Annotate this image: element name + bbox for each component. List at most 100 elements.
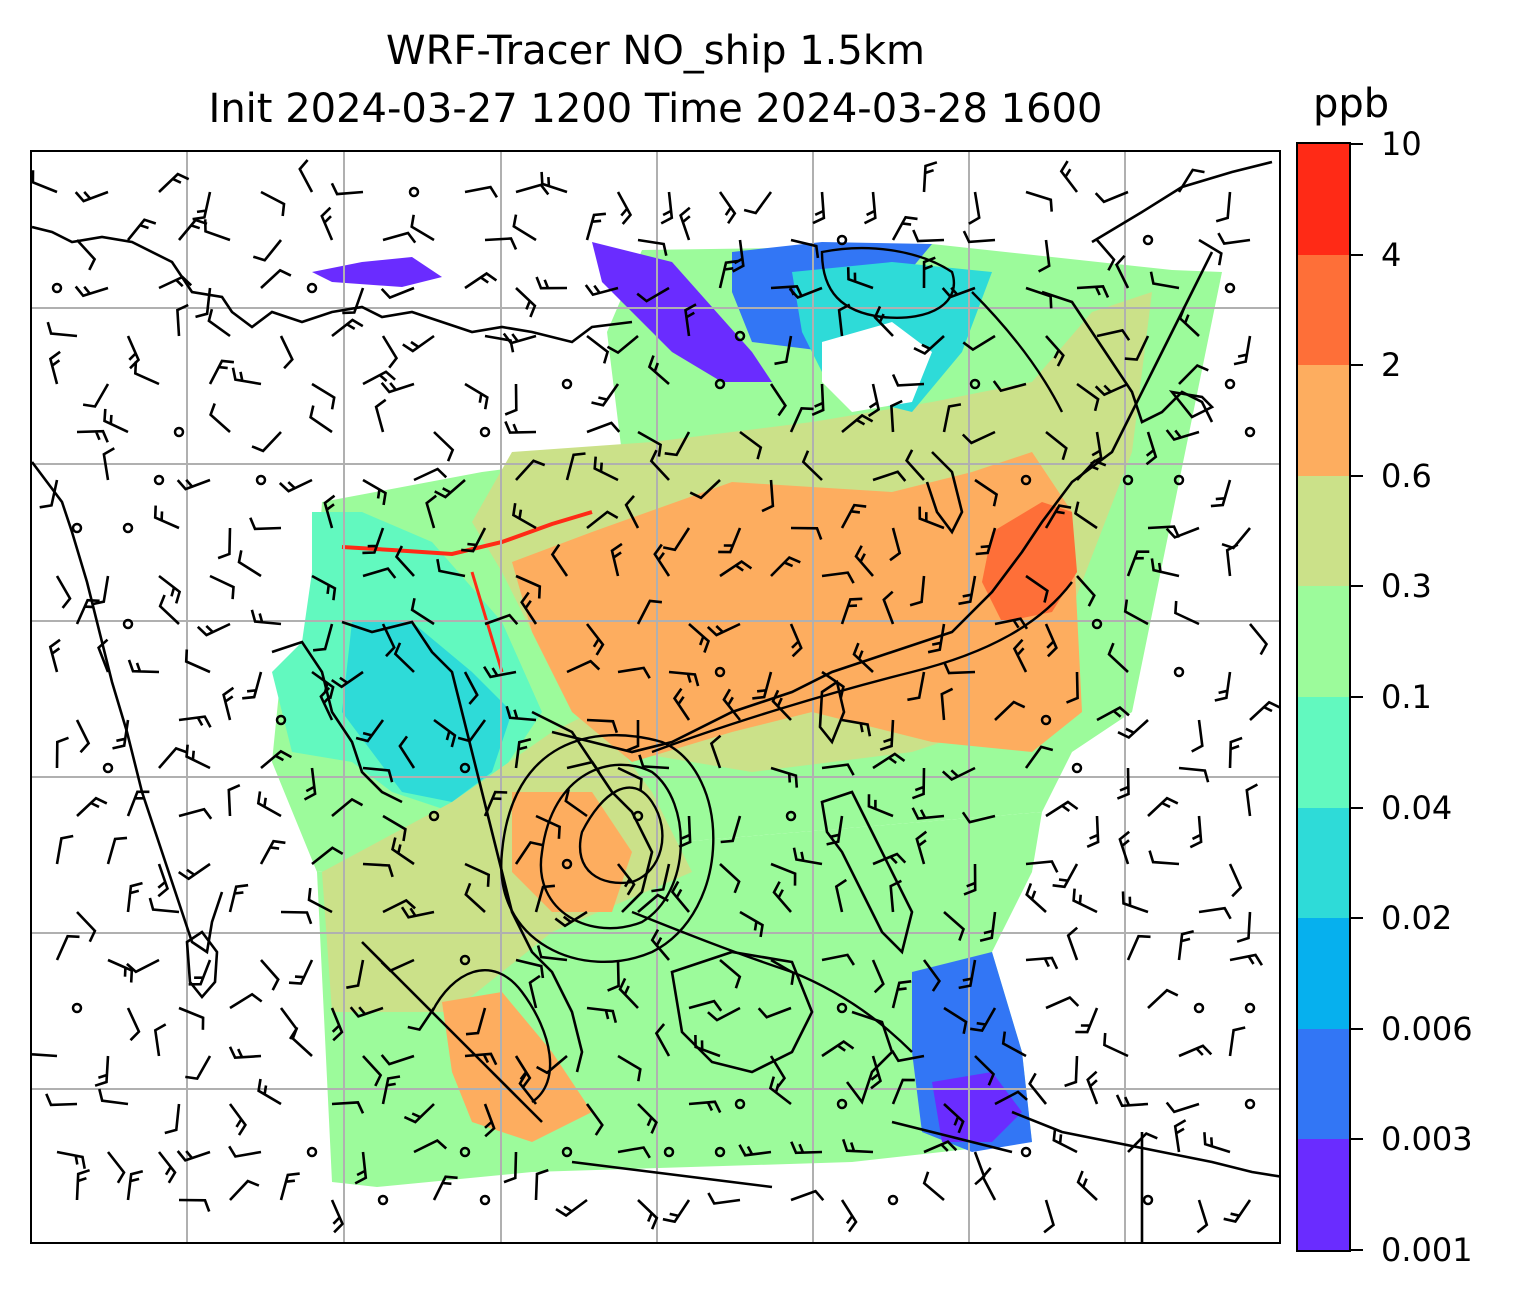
- wind-barb: [872, 752, 906, 770]
- wind-barb: [585, 1103, 604, 1136]
- wind-barb: [464, 382, 489, 410]
- coastline-borneo: [670, 950, 814, 1074]
- wind-barb: [39, 479, 59, 509]
- wind-barb: [188, 959, 212, 986]
- wind-barb: [464, 862, 491, 887]
- wind-barb: [718, 259, 739, 289]
- wind-barb: [840, 503, 867, 529]
- wind-barb: [354, 1151, 368, 1185]
- wind-barb: [678, 815, 692, 848]
- wind-barb: [660, 191, 674, 225]
- wind-barb: [789, 623, 803, 658]
- wind-barb: [107, 958, 134, 983]
- wind-barb: [720, 815, 742, 844]
- wind-barb: [127, 659, 160, 674]
- wind-barb: [739, 430, 763, 460]
- wind-barb: [362, 1055, 383, 1087]
- wind-barb: [586, 510, 619, 530]
- wind-barb: [381, 1075, 401, 1105]
- wind-barb: [624, 495, 640, 529]
- wind-barb: [380, 381, 415, 394]
- wind-barb: [1198, 906, 1232, 920]
- wind-barb: [1150, 558, 1180, 578]
- wind-barb: [184, 649, 211, 674]
- wind-barb: [911, 807, 945, 820]
- wind-barb: [1045, 430, 1068, 461]
- wind-barb: [943, 1103, 965, 1134]
- wind-barb: [1118, 830, 1131, 865]
- wind-barb: [362, 766, 394, 783]
- coastline-india-west: [32, 461, 224, 955]
- wind-barb: [153, 1023, 167, 1057]
- calm-wind-circle: [1244, 1098, 1256, 1110]
- wind-barb: [958, 575, 977, 606]
- wind-barb: [616, 863, 636, 896]
- wind-barb: [1225, 543, 1239, 577]
- calm-wind-circle: [459, 762, 471, 774]
- wind-barb: [593, 456, 619, 482]
- wind-barb: [664, 431, 691, 457]
- wind-barb: [1149, 271, 1180, 290]
- wind-barb: [56, 1150, 86, 1170]
- wind-barb: [280, 910, 313, 925]
- wind-barb: [1191, 719, 1204, 753]
- colorbar-segment: [1298, 917, 1349, 1029]
- wind-barb: [1228, 736, 1243, 769]
- wind-barb: [941, 766, 976, 782]
- colorbar-tick-label: 0.02: [1381, 899, 1453, 938]
- wind-barb: [774, 335, 793, 366]
- colorbar-tick: [1351, 1138, 1363, 1141]
- calm-wind-circle: [377, 1194, 389, 1206]
- calm-wind-circle: [1173, 474, 1185, 486]
- wind-barb: [771, 689, 792, 721]
- wind-barb: [48, 638, 61, 673]
- wind-barb: [882, 590, 895, 625]
- wind-barb: [1177, 168, 1205, 193]
- field-region-mid: [322, 712, 692, 1012]
- calm-wind-circle: [714, 666, 726, 678]
- wind-barb: [958, 959, 977, 990]
- wind-barb: [382, 231, 417, 244]
- wind-barb: [158, 746, 188, 769]
- wind-barb: [707, 1006, 741, 1022]
- wind-barb: [550, 543, 569, 577]
- wind-barb: [231, 367, 262, 386]
- wind-barb: [505, 705, 537, 722]
- wind-barb: [502, 332, 537, 345]
- wind-barb: [1147, 796, 1179, 817]
- wind-barb: [434, 479, 466, 499]
- colorbar-tick: [1351, 474, 1363, 477]
- coastline-ne-islands: [1168, 390, 1215, 419]
- wind-barb: [891, 980, 912, 1009]
- wind-barb: [1076, 575, 1096, 607]
- wind-barb: [867, 383, 881, 418]
- wind-barb: [164, 1103, 181, 1135]
- colorbar-tick: [1351, 806, 1363, 809]
- wind-barb: [311, 574, 337, 601]
- wind-barb: [76, 911, 97, 943]
- wind-barb: [1052, 863, 1079, 889]
- wind-barb: [1228, 863, 1243, 898]
- wind-barb: [298, 159, 314, 193]
- wind-barb: [76, 796, 108, 817]
- wind-barb: [821, 571, 855, 584]
- wind-barb: [534, 884, 556, 913]
- calm-wind-circle: [1020, 1146, 1032, 1158]
- coastline-bay-east: [271, 640, 403, 804]
- wind-barb: [330, 182, 364, 196]
- wind-barb: [942, 403, 962, 433]
- wind-barb: [854, 545, 874, 577]
- wind-barb: [566, 760, 601, 773]
- wind-barb: [610, 542, 623, 577]
- wind-barb: [1147, 525, 1181, 539]
- field-region-nw-purple: [312, 257, 442, 287]
- wind-barb: [432, 1175, 458, 1201]
- calm-wind-circle: [153, 474, 165, 486]
- wind-barb: [74, 285, 109, 298]
- wind-barb: [840, 1199, 858, 1233]
- wind-barb: [992, 380, 1027, 393]
- wind-barb: [1116, 767, 1130, 800]
- wind-barb: [909, 575, 926, 607]
- wind-barb: [879, 719, 895, 751]
- calm-wind-circle: [1142, 1194, 1154, 1206]
